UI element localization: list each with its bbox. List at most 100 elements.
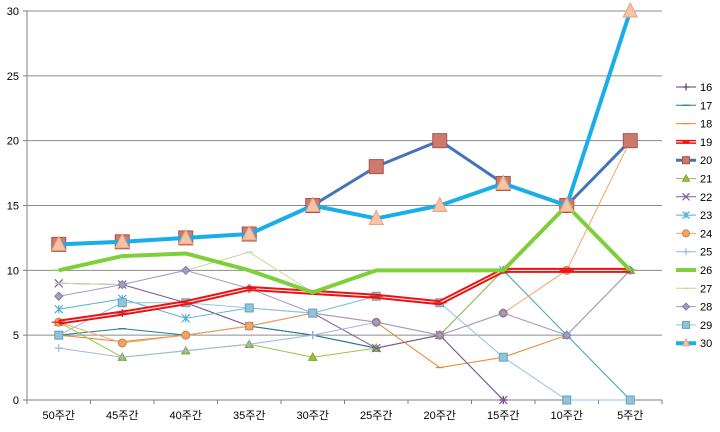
data-point — [118, 353, 127, 362]
x-tick-label: 40주간 — [170, 409, 202, 422]
x-tick-label: 10주간 — [551, 409, 583, 422]
legend-item-23: 23 — [676, 210, 712, 222]
legend-item-16: 16 — [676, 82, 712, 94]
legend-marker — [682, 320, 690, 329]
data-point — [308, 308, 318, 318]
y-tick-label: 20 — [7, 136, 19, 148]
data-point — [304, 196, 321, 212]
data-point — [431, 196, 448, 212]
data-point — [558, 196, 575, 212]
y-tick-label: 15 — [7, 201, 19, 213]
legend-label: 23 — [700, 210, 712, 222]
legend-marker — [681, 302, 691, 311]
legend-label: 21 — [700, 174, 712, 186]
legend-item-17: 17 — [676, 100, 712, 112]
legend-item-24: 24 — [676, 228, 712, 240]
legend: 16 17 18 19 20 21 22 23 24 25 26 27 28 29 30 — [676, 82, 712, 350]
data-point — [54, 344, 63, 353]
x-tick-label: 45주간 — [106, 409, 138, 422]
data-point — [495, 174, 512, 190]
data-point — [562, 330, 572, 340]
data-point — [54, 304, 64, 314]
legend-marker — [681, 173, 691, 182]
data-point — [371, 343, 381, 353]
legend-item-29: 29 — [676, 320, 712, 332]
legend-item-27: 27 — [676, 283, 712, 295]
data-point — [622, 133, 638, 149]
legend-item-28: 28 — [676, 302, 712, 314]
data-point — [498, 308, 508, 318]
data-point — [307, 352, 318, 361]
x-tick-label: 20주간 — [424, 409, 456, 422]
data-point — [308, 331, 317, 340]
y-tick-label: 10 — [7, 265, 19, 277]
data-point — [54, 291, 64, 301]
legend-marker — [682, 211, 690, 220]
legend-label: 27 — [700, 283, 712, 295]
data-point — [245, 340, 254, 349]
legend-label: 22 — [700, 192, 712, 204]
legend-item-18: 18 — [676, 119, 712, 131]
legend-marker — [682, 248, 690, 256]
legend-label: 29 — [700, 320, 712, 332]
legend-label: 16 — [700, 82, 712, 94]
data-point — [371, 317, 381, 327]
x-tick-label: 30주간 — [297, 409, 329, 422]
legend-item-25: 25 — [676, 247, 712, 259]
y-tick-label: 30 — [7, 6, 19, 18]
series-line — [58, 302, 504, 401]
x-tick-label: 5주간 — [617, 409, 643, 422]
data-point — [177, 228, 194, 245]
data-point — [50, 235, 67, 251]
legend-item-22: 22 — [676, 192, 712, 204]
legend-item-30: 30 — [676, 337, 712, 350]
data-point — [117, 298, 127, 308]
data-point — [181, 313, 191, 323]
x-tick-label: 35주간 — [233, 409, 265, 422]
legend-label: 19 — [700, 137, 712, 149]
series-26 — [51, 203, 638, 295]
legend-item-26: 26 — [676, 265, 712, 277]
data-point — [498, 395, 508, 405]
data-point — [54, 330, 64, 340]
series-line — [58, 203, 632, 295]
legend-item-20: 20 — [676, 155, 712, 167]
legend-marker — [682, 83, 690, 91]
legend-label: 25 — [700, 247, 712, 259]
data-point — [432, 133, 448, 149]
series-line — [58, 269, 631, 336]
data-point — [181, 346, 190, 355]
series-lines — [50, 1, 639, 405]
data-point — [117, 279, 127, 290]
legend-item-19: 19 — [676, 137, 712, 149]
data-point — [368, 159, 384, 175]
legend-marker — [682, 156, 690, 165]
x-tick-label: 50주간 — [43, 409, 75, 422]
legend-label: 24 — [700, 228, 712, 240]
series-19 — [51, 267, 638, 325]
data-point — [562, 395, 572, 405]
series-line — [58, 295, 631, 401]
legend-marker — [682, 229, 690, 238]
legend-marker — [682, 192, 690, 201]
legend-marker — [681, 337, 691, 347]
y-tick-label: 25 — [7, 71, 19, 83]
data-point — [622, 1, 639, 18]
data-point — [625, 395, 635, 405]
series-30 — [50, 1, 639, 251]
y-tick-label: 5 — [13, 330, 19, 342]
series-20 — [51, 133, 638, 252]
legend-label: 28 — [700, 302, 712, 314]
data-point — [181, 265, 191, 276]
data-point — [181, 330, 191, 340]
legend-label: 30 — [700, 338, 712, 350]
y-tick-label: 0 — [13, 395, 19, 407]
legend-label: 18 — [700, 119, 712, 131]
legend-label: 26 — [700, 265, 712, 277]
x-tick-label: 15주간 — [487, 409, 519, 422]
data-point — [117, 338, 127, 348]
data-point — [114, 232, 131, 249]
x-tick-label: 25주간 — [360, 409, 392, 422]
legend-item-21: 21 — [676, 174, 712, 186]
